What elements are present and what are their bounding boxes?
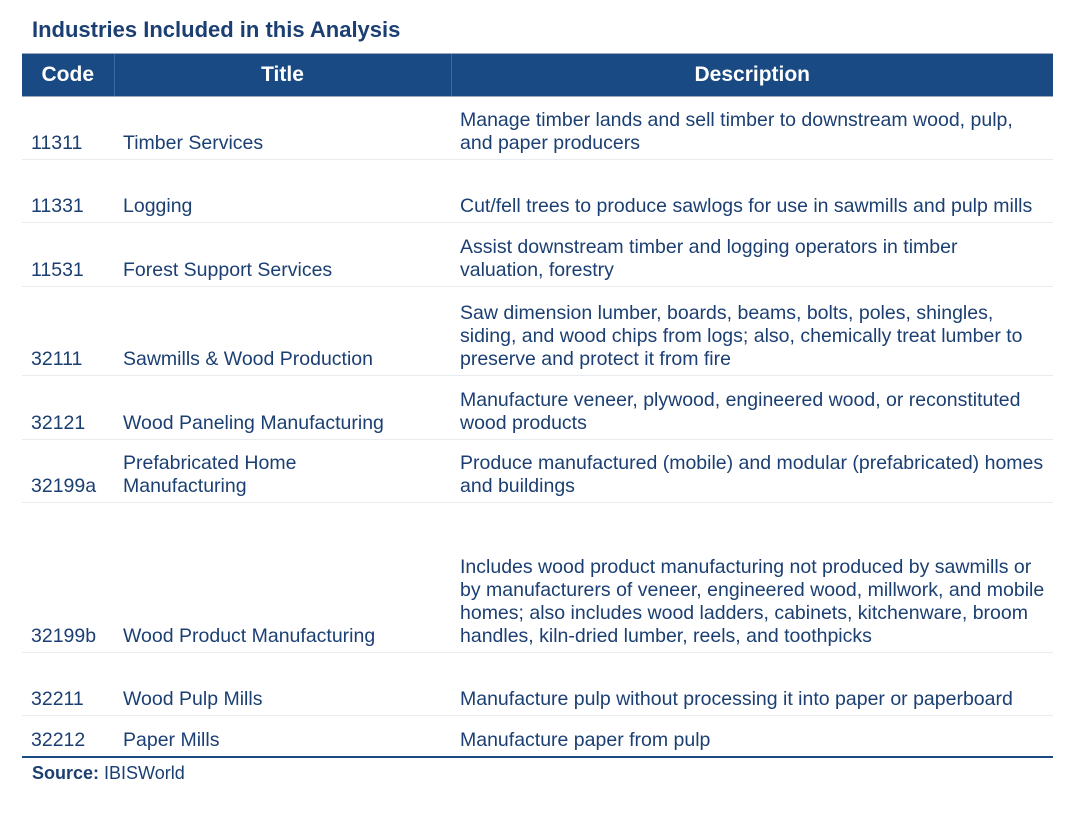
table-row: 11331 Logging Cut/fell trees to produce … (22, 159, 1053, 223)
code-cell: 32212 (22, 715, 114, 758)
description-cell: Cut/fell trees to produce sawlogs for us… (451, 159, 1053, 223)
industries-table: Code Title Description 11311 Timber Serv… (22, 53, 1053, 758)
table-row: 32199a Prefabricated Home Manufacturing … (22, 439, 1053, 503)
table-header-row: Code Title Description (22, 53, 1053, 97)
title-cell: Wood Pulp Mills (114, 652, 451, 716)
code-cell: 32199b (22, 502, 114, 653)
title-cell: Paper Mills (114, 715, 451, 758)
page-title: Industries Included in this Analysis (32, 17, 401, 42)
description-cell: Assist downstream timber and logging ope… (451, 222, 1053, 287)
description-cell: Saw dimension lumber, boards, beams, bol… (451, 286, 1053, 376)
table-row: 32212 Paper Mills Manufacture paper from… (22, 715, 1053, 758)
source-note: Source: IBISWorld (32, 763, 185, 784)
code-cell: 32121 (22, 375, 114, 440)
table-row: 32211 Wood Pulp Mills Manufacture pulp w… (22, 652, 1053, 716)
column-header-code: Code (22, 53, 114, 97)
title-cell: Prefabricated Home Manufacturing (114, 439, 451, 503)
code-cell: 32111 (22, 286, 114, 376)
description-cell: Includes wood product manufacturing not … (451, 502, 1053, 653)
title-cell: Wood Product Manufacturing (114, 502, 451, 653)
code-cell: 11531 (22, 222, 114, 287)
title-cell: Forest Support Services (114, 222, 451, 287)
code-cell: 32211 (22, 652, 114, 716)
code-cell: 11331 (22, 159, 114, 223)
title-cell: Sawmills & Wood Production (114, 286, 451, 376)
description-cell: Manage timber lands and sell timber to d… (451, 96, 1053, 160)
title-cell: Wood Paneling Manufacturing (114, 375, 451, 440)
description-cell: Manufacture paper from pulp (451, 715, 1053, 758)
source-value: IBISWorld (104, 763, 185, 783)
table-row: 32199b Wood Product Manufacturing Includ… (22, 502, 1053, 653)
title-cell: Timber Services (114, 96, 451, 160)
description-cell: Manufacture veneer, plywood, engineered … (451, 375, 1053, 440)
column-header-title: Title (113, 53, 451, 97)
description-cell: Produce manufactured (mobile) and modula… (451, 439, 1053, 503)
title-cell: Logging (114, 159, 451, 223)
code-cell: 11311 (22, 96, 114, 160)
source-label: Source: (32, 763, 100, 783)
description-cell: Manufacture pulp without processing it i… (451, 652, 1053, 716)
table-row: 32121 Wood Paneling Manufacturing Manufa… (22, 375, 1053, 440)
table-row: 32111 Sawmills & Wood Production Saw dim… (22, 286, 1053, 376)
code-cell: 32199a (22, 439, 114, 503)
table-row: 11531 Forest Support Services Assist dow… (22, 222, 1053, 287)
table-row: 11311 Timber Services Manage timber land… (22, 96, 1053, 160)
column-header-description: Description (450, 53, 1053, 97)
